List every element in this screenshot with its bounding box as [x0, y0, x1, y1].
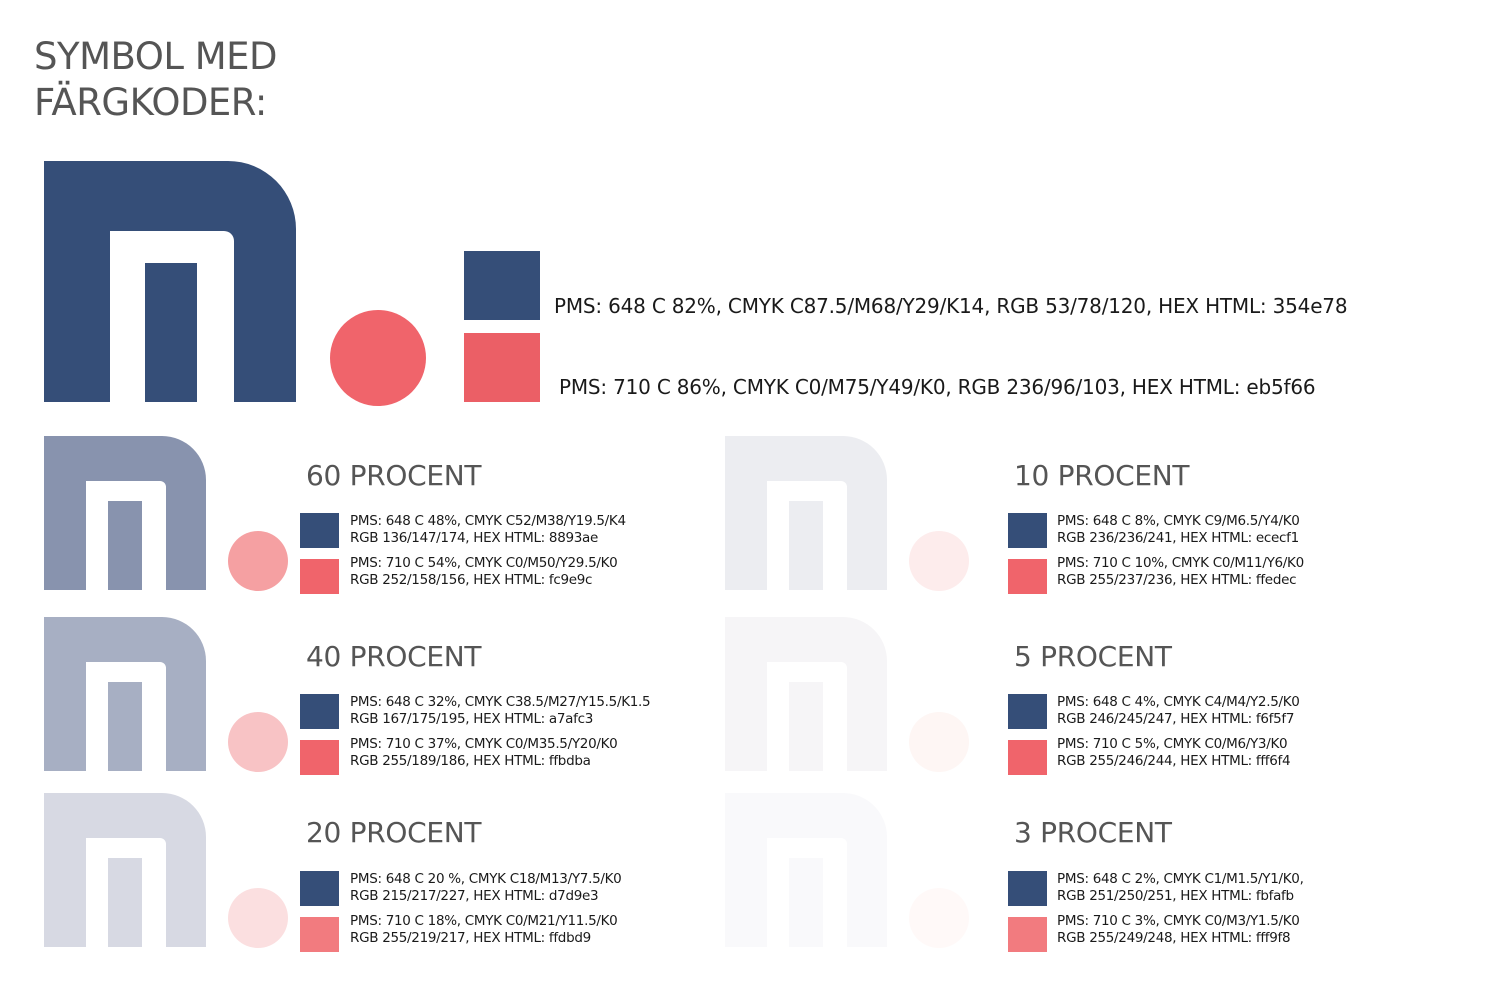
tint-navy-line-1: PMS: 648 C 8%, CMYK C9/M6.5/Y4/K0 [1057, 513, 1300, 529]
dot-shape [228, 888, 288, 948]
main-symbol-logo [44, 161, 426, 406]
tint-coral-swatch [300, 740, 339, 775]
tint-navy-line-1: PMS: 648 C 32%, CMYK C38.5/M27/Y15.5/K1.… [350, 694, 651, 710]
tint-heading: 20 PROCENT [306, 816, 482, 849]
tint-coral-line-2: RGB 255/246/244, HEX HTML: fff6f4 [1057, 753, 1291, 769]
tint-coral-line-1: PMS: 710 C 10%, CMYK C0/M11/Y6/K0 [1057, 555, 1304, 571]
tint-coral-color-code: PMS: 710 C 3%, CMYK C0/M3/Y1.5/K0 RGB 25… [1057, 913, 1300, 947]
tint-navy-color-code: PMS: 648 C 2%, CMYK C1/M1.5/Y1/K0, RGB 2… [1057, 871, 1304, 905]
tint-coral-swatch [300, 559, 339, 594]
m-shape [725, 436, 887, 590]
tint-coral-line-1: PMS: 710 C 3%, CMYK C0/M3/Y1.5/K0 [1057, 913, 1300, 929]
m-shape [44, 161, 296, 402]
tint-navy-swatch [1008, 513, 1047, 548]
tint-navy-line-2: RGB 215/217/227, HEX HTML: d7d9e3 [350, 888, 599, 904]
tint-coral-line-2: RGB 255/189/186, HEX HTML: ffbdba [350, 753, 591, 769]
dot-shape [909, 712, 969, 772]
tint-coral-line-1: PMS: 710 C 18%, CMYK C0/M21/Y11.5/K0 [350, 913, 618, 929]
tint-coral-swatch [300, 917, 339, 952]
m-inner-stem [108, 501, 142, 590]
tint-navy-color-code: PMS: 648 C 20 %, CMYK C18/M13/Y7.5/K0 RG… [350, 871, 622, 905]
tint-navy-line-2: RGB 246/245/247, HEX HTML: f6f5f7 [1057, 711, 1295, 727]
tint-coral-line-1: PMS: 710 C 5%, CMYK C0/M6/Y3/K0 [1057, 736, 1288, 752]
tint-navy-line-2: RGB 136/147/174, HEX HTML: 8893ae [350, 530, 599, 546]
tint-coral-line-2: RGB 255/219/217, HEX HTML: ffdbd9 [350, 930, 591, 946]
tint-navy-color-code: PMS: 648 C 48%, CMYK C52/M38/Y19.5/K4 RG… [350, 513, 626, 547]
tint-coral-line-1: PMS: 710 C 37%, CMYK C0/M35.5/Y20/K0 [350, 736, 618, 752]
tint-symbol-logo [725, 617, 969, 772]
tint-coral-color-code: PMS: 710 C 18%, CMYK C0/M21/Y11.5/K0 RGB… [350, 913, 618, 947]
tint-navy-line-1: PMS: 648 C 2%, CMYK C1/M1.5/Y1/K0, [1057, 871, 1304, 887]
page-title-line-2: FÄRGKODER: [34, 81, 267, 124]
tint-navy-color-code: PMS: 648 C 8%, CMYK C9/M6.5/Y4/K0 RGB 23… [1057, 513, 1300, 547]
dot-shape [330, 310, 426, 406]
tint-navy-swatch [300, 871, 339, 906]
page-title: SYMBOL MED FÄRGKODER: [34, 34, 354, 126]
m-inner-stem [108, 858, 142, 947]
tint-navy-line-1: PMS: 648 C 4%, CMYK C4/M4/Y2.5/K0 [1057, 694, 1300, 710]
page-title-line-1: SYMBOL MED [34, 35, 278, 78]
tint-navy-line-2: RGB 236/236/241, HEX HTML: ececf1 [1057, 530, 1299, 546]
tint-navy-swatch [300, 694, 339, 729]
m-inner-stem [108, 682, 142, 771]
tint-symbol-logo [44, 436, 288, 591]
tint-heading: 40 PROCENT [306, 640, 482, 673]
tint-coral-line-2: RGB 255/237/236, HEX HTML: ffedec [1057, 572, 1297, 588]
tint-symbol-logo [725, 436, 969, 591]
m-shape [44, 617, 206, 771]
tint-coral-swatch [1008, 917, 1047, 952]
dot-shape [909, 888, 969, 948]
m-shape [44, 793, 206, 947]
tint-coral-line-1: PMS: 710 C 54%, CMYK C0/M50/Y29.5/K0 [350, 555, 618, 571]
m-inner-stem [789, 682, 823, 771]
m-inner-stem [789, 858, 823, 947]
tint-coral-color-code: PMS: 710 C 10%, CMYK C0/M11/Y6/K0 RGB 25… [1057, 555, 1304, 589]
tint-coral-swatch [1008, 740, 1047, 775]
tint-coral-line-2: RGB 252/158/156, HEX HTML: fc9e9c [350, 572, 593, 588]
m-inner-stem [145, 263, 197, 402]
tint-heading: 5 PROCENT [1014, 640, 1172, 673]
main-coral-color-code: PMS: 710 C 86%, CMYK C0/M75/Y49/K0, RGB … [559, 375, 1316, 399]
tint-coral-color-code: PMS: 710 C 54%, CMYK C0/M50/Y29.5/K0 RGB… [350, 555, 618, 589]
tint-navy-swatch [300, 513, 339, 548]
tint-symbol-logo [725, 793, 969, 948]
tint-coral-color-code: PMS: 710 C 5%, CMYK C0/M6/Y3/K0 RGB 255/… [1057, 736, 1291, 770]
main-navy-color-code: PMS: 648 C 82%, CMYK C87.5/M68/Y29/K14, … [554, 294, 1348, 318]
m-shape [44, 436, 206, 590]
tint-symbol-logo [44, 617, 288, 772]
m-shape [725, 617, 887, 771]
dot-shape [228, 712, 288, 772]
main-navy-swatch [464, 251, 540, 320]
tint-heading: 10 PROCENT [1014, 459, 1190, 492]
dot-shape [228, 531, 288, 591]
tint-navy-line-2: RGB 251/250/251, HEX HTML: fbfafb [1057, 888, 1294, 904]
tint-navy-line-2: RGB 167/175/195, HEX HTML: a7afc3 [350, 711, 594, 727]
main-coral-swatch [464, 333, 540, 402]
m-shape [725, 793, 887, 947]
tint-heading: 3 PROCENT [1014, 816, 1172, 849]
tint-navy-swatch [1008, 694, 1047, 729]
dot-shape [909, 531, 969, 591]
tint-heading: 60 PROCENT [306, 459, 482, 492]
tint-coral-swatch [1008, 559, 1047, 594]
tint-navy-color-code: PMS: 648 C 32%, CMYK C38.5/M27/Y15.5/K1.… [350, 694, 651, 728]
m-inner-stem [789, 501, 823, 590]
tint-navy-swatch [1008, 871, 1047, 906]
tint-coral-color-code: PMS: 710 C 37%, CMYK C0/M35.5/Y20/K0 RGB… [350, 736, 618, 770]
tint-coral-line-2: RGB 255/249/248, HEX HTML: fff9f8 [1057, 930, 1291, 946]
tint-navy-line-1: PMS: 648 C 48%, CMYK C52/M38/Y19.5/K4 [350, 513, 626, 529]
tint-symbol-logo [44, 793, 288, 948]
tint-navy-color-code: PMS: 648 C 4%, CMYK C4/M4/Y2.5/K0 RGB 24… [1057, 694, 1300, 728]
tint-navy-line-1: PMS: 648 C 20 %, CMYK C18/M13/Y7.5/K0 [350, 871, 622, 887]
